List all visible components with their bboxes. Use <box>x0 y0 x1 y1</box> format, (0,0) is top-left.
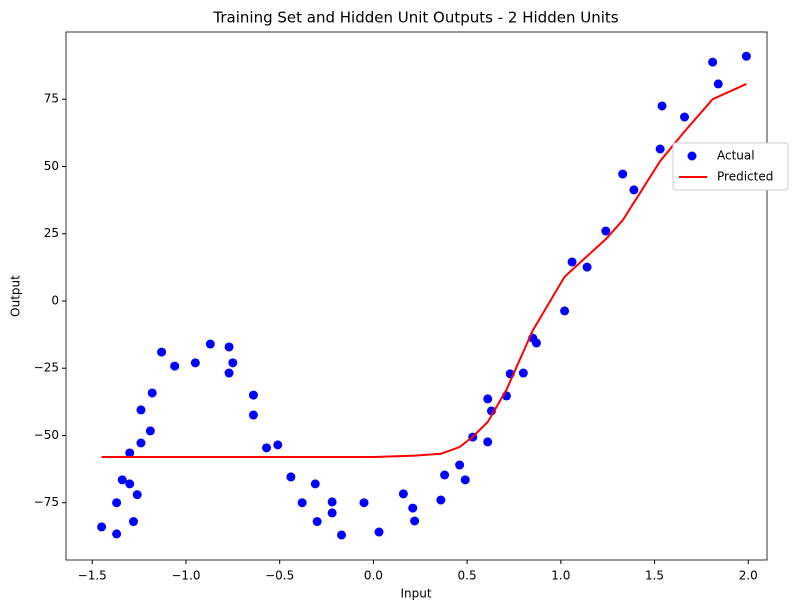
data-point <box>273 440 283 450</box>
data-point <box>440 470 450 480</box>
data-point <box>601 226 611 236</box>
data-point <box>708 57 718 67</box>
legend-marker <box>687 151 697 161</box>
data-point <box>157 347 167 357</box>
data-point <box>145 426 155 436</box>
x-tick-label: 1.5 <box>645 569 664 583</box>
data-point <box>337 530 347 540</box>
x-tick-label: 0.5 <box>458 569 477 583</box>
data-point <box>97 522 107 532</box>
data-point <box>117 475 127 485</box>
data-point <box>629 185 639 195</box>
y-tick-label: −75 <box>34 495 59 509</box>
data-point <box>582 262 592 272</box>
data-point <box>680 112 690 122</box>
data-point <box>560 306 570 316</box>
data-point <box>460 475 470 485</box>
x-axis-label: Input <box>400 587 431 601</box>
data-point <box>112 529 122 539</box>
y-tick-label: 0 <box>51 293 59 307</box>
data-point <box>125 448 135 458</box>
legend-box <box>672 142 789 191</box>
data-point <box>190 358 200 368</box>
data-point <box>657 101 667 111</box>
data-point <box>483 437 493 447</box>
x-tick-label: 0.0 <box>364 569 383 583</box>
data-point <box>128 517 138 527</box>
data-point <box>248 390 258 400</box>
data-point <box>741 51 751 61</box>
data-point <box>410 516 420 526</box>
chart-title: Training Set and Hidden Unit Outputs - 2… <box>212 9 618 27</box>
data-point <box>136 405 146 415</box>
data-point <box>531 338 541 348</box>
plot-frame <box>65 31 768 561</box>
data-point <box>262 443 272 453</box>
data-point <box>713 79 723 89</box>
data-point <box>436 495 446 505</box>
y-tick-label: 50 <box>44 159 59 173</box>
data-point <box>518 368 528 378</box>
y-tick-label: −50 <box>34 428 59 442</box>
data-point <box>228 358 238 368</box>
data-point <box>125 479 135 489</box>
legend-label: Predicted <box>717 170 773 184</box>
x-tick-label: 2.0 <box>739 569 758 583</box>
x-tick-label: 1.0 <box>551 569 570 583</box>
data-point <box>618 169 628 179</box>
data-point <box>297 498 307 508</box>
data-point <box>455 460 465 470</box>
data-point <box>136 438 146 448</box>
x-tick-label: −0.5 <box>265 569 294 583</box>
data-point <box>132 490 142 500</box>
data-point <box>205 339 215 349</box>
data-point <box>408 503 418 513</box>
data-point <box>359 498 369 508</box>
data-point <box>147 388 157 398</box>
data-point <box>170 361 180 371</box>
data-point <box>310 479 320 489</box>
x-tick-label: −1.0 <box>171 569 200 583</box>
y-tick-label: 75 <box>44 92 59 106</box>
data-point <box>224 342 234 352</box>
legend: Actual Predicted <box>672 142 789 191</box>
data-point <box>655 144 665 154</box>
data-point <box>374 527 384 537</box>
data-point <box>327 497 337 507</box>
data-point <box>112 498 122 508</box>
data-point <box>248 410 258 420</box>
data-point <box>312 517 322 527</box>
line <box>101 83 747 458</box>
data-point <box>567 257 577 267</box>
data-point <box>398 489 408 499</box>
legend-label: Actual <box>717 149 755 163</box>
y-tick-label: −25 <box>34 361 59 375</box>
y-axis-label: Output <box>9 275 23 317</box>
data-point <box>327 508 337 518</box>
x-tick-label: −1.5 <box>78 569 107 583</box>
data-point <box>286 472 296 482</box>
y-tick-label: 25 <box>44 226 59 240</box>
data-point <box>483 394 493 404</box>
data-point <box>224 368 234 378</box>
